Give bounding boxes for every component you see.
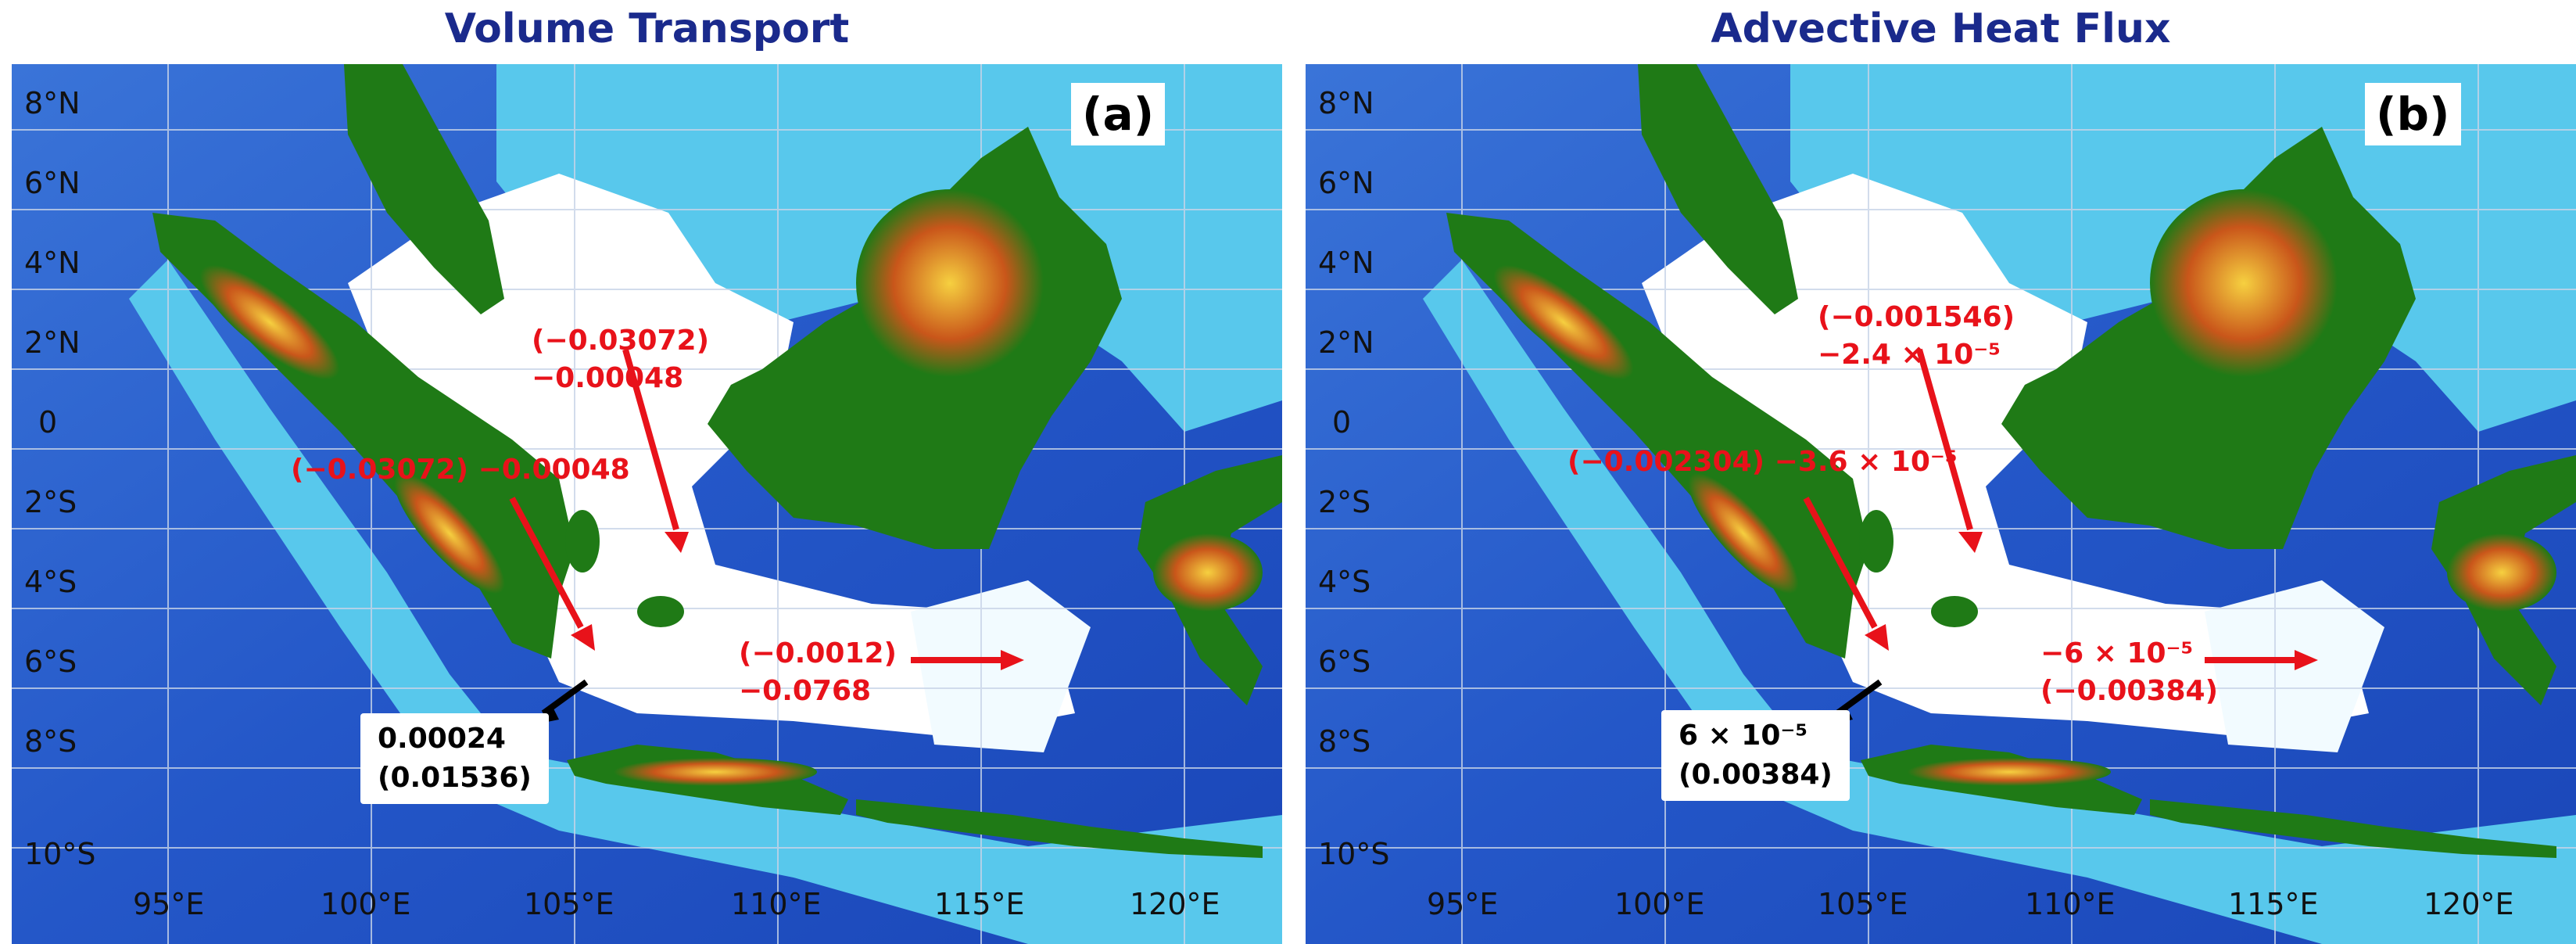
- lon-label: 115°E: [934, 887, 1025, 921]
- lat-label: 8°N: [24, 86, 81, 120]
- annotation-line: (0.01536): [378, 759, 532, 798]
- annotation-line: 0.00024: [378, 720, 532, 759]
- annotation-north: (−0.001546) −2.4 × 10⁻⁵: [1818, 299, 2015, 374]
- highland-java: [1908, 758, 2111, 786]
- annotation-sunda: 0.00024 (0.01536): [360, 713, 549, 804]
- lat-label: 4°S: [1318, 565, 1370, 599]
- annotation-north: (−0.03072) −0.00048: [532, 322, 709, 397]
- highland-java: [614, 758, 817, 786]
- highland-sulawesi: [2447, 533, 2556, 612]
- lat-label: 4°N: [24, 246, 81, 280]
- map-panel-b: 8°N 6°N 4°N 2°N 0 2°S 4°S 6°S 8°S 10°S 9…: [1306, 64, 2576, 944]
- annotation-line: (−0.03072): [532, 322, 709, 360]
- annotation-line: (−0.03072) −0.00048: [291, 451, 630, 489]
- land-bangka: [565, 510, 600, 573]
- lat-label: 8°S: [1318, 724, 1370, 759]
- panel-a-title: Volume Transport: [12, 2, 1282, 56]
- annotation-line: (−0.0012): [739, 635, 897, 673]
- lon-label: 120°E: [2424, 887, 2514, 921]
- lat-label: 0: [38, 405, 57, 440]
- annotation-line: −6 × 10⁻⁵: [2040, 635, 2218, 673]
- lat-label: 2°N: [1318, 325, 1374, 360]
- land-belitung: [1931, 596, 1978, 627]
- annotation-west: (−0.03072) −0.00048: [291, 451, 630, 489]
- lon-label: 120°E: [1130, 887, 1220, 921]
- highland-borneo: [856, 189, 1044, 377]
- annotation-sunda: 6 × 10⁻⁵ (0.00384): [1661, 710, 1850, 801]
- lon-label: 105°E: [524, 887, 614, 921]
- annotation-line: (−0.001546): [1818, 299, 2015, 336]
- highland-borneo: [2150, 189, 2338, 377]
- lat-label: 8°N: [1318, 86, 1374, 120]
- lon-label: 105°E: [1818, 887, 1908, 921]
- lat-label: 6°N: [24, 166, 81, 200]
- lon-label: 110°E: [731, 887, 822, 921]
- lat-label: 6°S: [24, 644, 77, 679]
- lon-label: 100°E: [321, 887, 411, 921]
- land-belitung: [637, 596, 684, 627]
- annotation-line: −0.0768: [739, 673, 897, 710]
- lat-label: 2°S: [1318, 485, 1370, 519]
- lat-label: 4°N: [1318, 246, 1374, 280]
- land-bangka: [1859, 510, 1893, 573]
- lat-label: 8°S: [24, 724, 77, 759]
- annotation-line: −0.00048: [532, 360, 709, 397]
- map-a-graphic: [12, 64, 1282, 944]
- annotation-west: (−0.002304) −3.6 × 10⁻⁵: [1567, 443, 1958, 481]
- panel-a-tag: (a): [1071, 83, 1165, 145]
- lat-label: 10°S: [24, 837, 95, 871]
- highland-sulawesi: [1153, 533, 1263, 612]
- panel-b-tag: (b): [2365, 83, 2461, 145]
- annotation-line: −2.4 × 10⁻⁵: [1818, 336, 2015, 374]
- annotation-east: −6 × 10⁻⁵ (−0.00384): [2040, 635, 2218, 710]
- annotation-line: 6 × 10⁻⁵: [1679, 716, 1833, 756]
- lat-label: 2°S: [24, 485, 77, 519]
- map-b-graphic: [1306, 64, 2576, 944]
- annotation-east: (−0.0012) −0.0768: [739, 635, 897, 710]
- lat-label: 0: [1332, 405, 1351, 440]
- annotation-line: (0.00384): [1679, 756, 1833, 795]
- lon-label: 110°E: [2025, 887, 2116, 921]
- lon-label: 100°E: [1614, 887, 1705, 921]
- annotation-line: (−0.00384): [2040, 673, 2218, 710]
- lat-label: 4°S: [24, 565, 77, 599]
- annotation-line: (−0.002304) −3.6 × 10⁻⁵: [1567, 443, 1958, 481]
- lon-label: 115°E: [2228, 887, 2319, 921]
- lat-label: 10°S: [1318, 837, 1389, 871]
- lat-label: 6°S: [1318, 644, 1370, 679]
- lat-label: 2°N: [24, 325, 81, 360]
- panel-b-title: Advective Heat Flux: [1306, 2, 2576, 56]
- lon-label: 95°E: [1427, 887, 1498, 921]
- lat-label: 6°N: [1318, 166, 1374, 200]
- lon-label: 95°E: [133, 887, 204, 921]
- map-panel-a: 8°N 6°N 4°N 2°N 0 2°S 4°S 6°S 8°S 10°S 9…: [12, 64, 1282, 944]
